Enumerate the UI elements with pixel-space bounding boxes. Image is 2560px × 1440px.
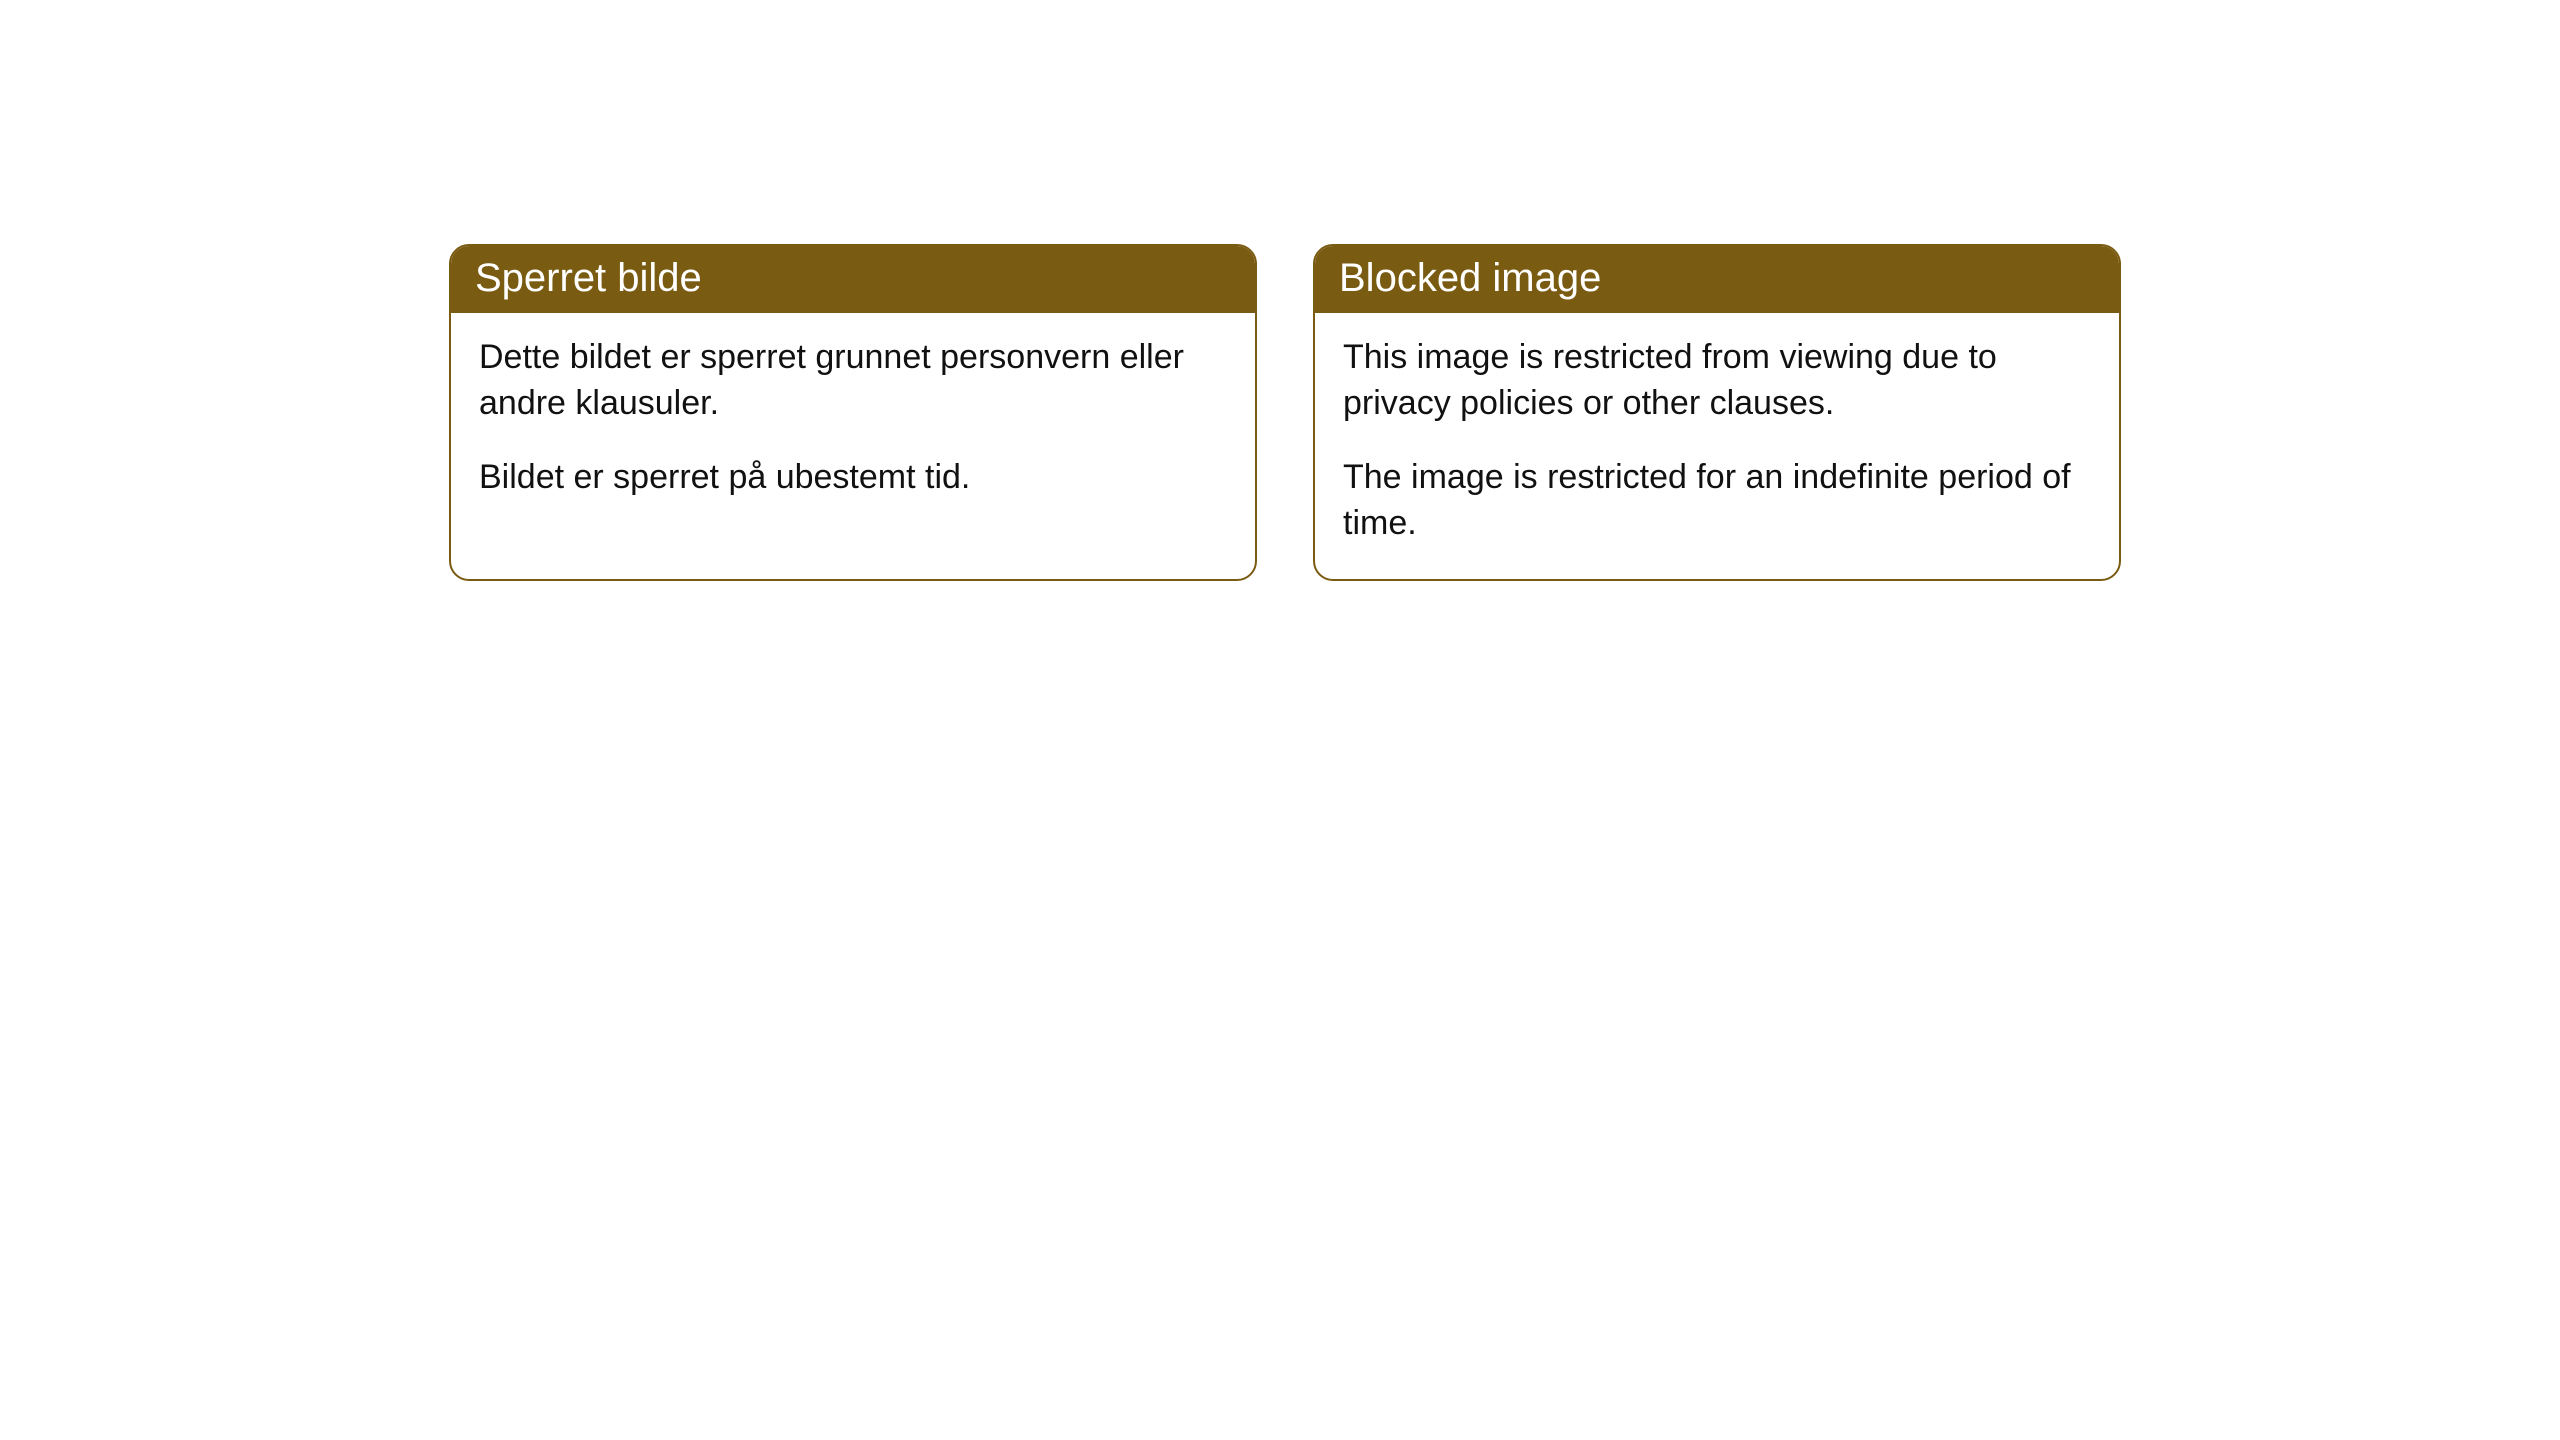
card-body: This image is restricted from viewing du… xyxy=(1315,313,2119,579)
blocked-image-card-en: Blocked image This image is restricted f… xyxy=(1313,244,2121,581)
card-title: Blocked image xyxy=(1315,246,2119,313)
notice-container: Sperret bilde Dette bildet er sperret gr… xyxy=(0,0,2560,581)
card-body: Dette bildet er sperret grunnet personve… xyxy=(451,313,1255,533)
card-text-line-2: Bildet er sperret på ubestemt tid. xyxy=(479,455,1227,501)
card-text-line-1: This image is restricted from viewing du… xyxy=(1343,335,2091,427)
blocked-image-card-no: Sperret bilde Dette bildet er sperret gr… xyxy=(449,244,1257,581)
card-title: Sperret bilde xyxy=(451,246,1255,313)
card-text-line-2: The image is restricted for an indefinit… xyxy=(1343,455,2091,547)
card-text-line-1: Dette bildet er sperret grunnet personve… xyxy=(479,335,1227,427)
